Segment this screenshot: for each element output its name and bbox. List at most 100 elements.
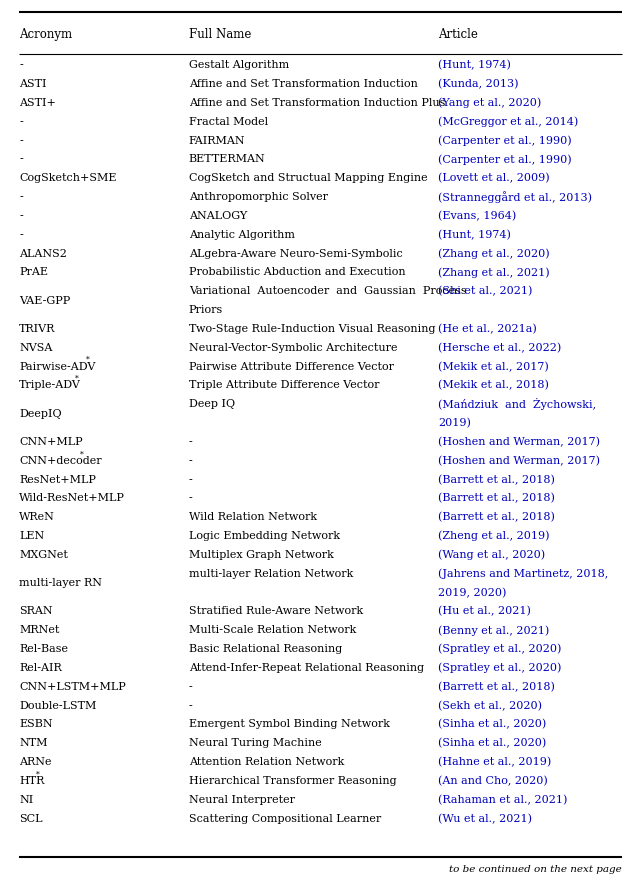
Text: ANALOGY: ANALOGY [189, 211, 247, 221]
Text: -: - [19, 192, 23, 202]
Text: -: - [19, 230, 23, 240]
Text: -: - [189, 475, 193, 484]
Text: SCL: SCL [19, 813, 43, 824]
Text: Multiplex Graph Network: Multiplex Graph Network [189, 550, 333, 560]
Text: NVSA: NVSA [19, 343, 52, 353]
Text: -: - [19, 116, 23, 127]
Text: (Stranneggård et al., 2013): (Stranneggård et al., 2013) [438, 191, 593, 203]
Text: (Carpenter et al., 1990): (Carpenter et al., 1990) [438, 135, 572, 146]
Text: 2019, 2020): 2019, 2020) [438, 587, 507, 598]
Text: MXGNet: MXGNet [19, 550, 68, 560]
Text: Fractal Model: Fractal Model [189, 116, 268, 127]
Text: Stratified Rule-Aware Network: Stratified Rule-Aware Network [189, 607, 363, 617]
Text: DeepIQ: DeepIQ [19, 408, 62, 419]
Text: *: * [75, 375, 79, 383]
Text: to be continued on the next page: to be continued on the next page [449, 865, 622, 874]
Text: multi-layer Relation Network: multi-layer Relation Network [189, 569, 353, 579]
Text: SRAN: SRAN [19, 607, 53, 617]
Text: ALgebra-Aware Neuro-Semi-Symbolic: ALgebra-Aware Neuro-Semi-Symbolic [189, 249, 403, 258]
Text: (Hu et al., 2021): (Hu et al., 2021) [438, 606, 531, 617]
Text: (Carpenter et al., 1990): (Carpenter et al., 1990) [438, 154, 572, 165]
Text: Neural Interpreter: Neural Interpreter [189, 795, 295, 804]
Text: Variational  Autoencoder  and  Gaussian  Process: Variational Autoencoder and Gaussian Pro… [189, 287, 467, 296]
Text: ResNet+MLP: ResNet+MLP [19, 475, 96, 484]
Text: Rel-Base: Rel-Base [19, 644, 68, 654]
Text: Triple-ADV: Triple-ADV [19, 380, 81, 391]
Text: TRIVR: TRIVR [19, 324, 56, 334]
Text: CNN+MLP: CNN+MLP [19, 437, 83, 447]
Text: -: - [19, 136, 23, 146]
Text: (Evans, 1964): (Evans, 1964) [438, 211, 516, 221]
Text: (Shi et al., 2021): (Shi et al., 2021) [438, 286, 532, 296]
Text: CNN+decoder: CNN+decoder [19, 456, 102, 466]
Text: VAE-GPP: VAE-GPP [19, 295, 70, 306]
Text: Rel-AIR: Rel-AIR [19, 663, 62, 673]
Text: (Hunt, 1974): (Hunt, 1974) [438, 60, 511, 71]
Text: Double-LSTM: Double-LSTM [19, 700, 97, 711]
Text: -: - [19, 154, 23, 164]
Text: -: - [189, 437, 193, 447]
Text: (Wang et al., 2020): (Wang et al., 2020) [438, 549, 545, 560]
Text: (Zhang et al., 2020): (Zhang et al., 2020) [438, 249, 550, 259]
Text: -: - [19, 60, 23, 71]
Text: -: - [189, 682, 193, 691]
Text: Attend-Infer-Repeat Relational Reasoning: Attend-Infer-Repeat Relational Reasoning [189, 663, 424, 673]
Text: (He et al., 2021a): (He et al., 2021a) [438, 324, 537, 334]
Text: (Sekh et al., 2020): (Sekh et al., 2020) [438, 700, 543, 711]
Text: CogSketch+SME: CogSketch+SME [19, 173, 116, 183]
Text: ALANS2: ALANS2 [19, 249, 67, 258]
Text: (Hoshen and Werman, 2017): (Hoshen and Werman, 2017) [438, 456, 600, 466]
Text: (Spratley et al., 2020): (Spratley et al., 2020) [438, 644, 562, 654]
Text: (Jahrens and Martinetz, 2018,: (Jahrens and Martinetz, 2018, [438, 569, 609, 579]
Text: (Hoshen and Werman, 2017): (Hoshen and Werman, 2017) [438, 437, 600, 447]
Text: Wild Relation Network: Wild Relation Network [189, 512, 317, 522]
Text: (Kunda, 2013): (Kunda, 2013) [438, 79, 519, 89]
Text: (Sinha et al., 2020): (Sinha et al., 2020) [438, 720, 547, 729]
Text: (Rahaman et al., 2021): (Rahaman et al., 2021) [438, 795, 568, 805]
Text: (Sinha et al., 2020): (Sinha et al., 2020) [438, 738, 547, 749]
Text: NI: NI [19, 795, 33, 804]
Text: (Barrett et al., 2018): (Barrett et al., 2018) [438, 493, 556, 504]
Text: Affine and Set Transformation Induction Plus: Affine and Set Transformation Induction … [189, 98, 445, 108]
Text: (Hunt, 1974): (Hunt, 1974) [438, 229, 511, 240]
Text: ARNe: ARNe [19, 757, 52, 767]
Text: Scattering Compositional Learner: Scattering Compositional Learner [189, 813, 381, 824]
Text: ASTI+: ASTI+ [19, 98, 56, 108]
Text: (Lovett et al., 2009): (Lovett et al., 2009) [438, 173, 550, 183]
Text: Wild-ResNet+MLP: Wild-ResNet+MLP [19, 493, 125, 504]
Text: Emergent Symbol Binding Network: Emergent Symbol Binding Network [189, 720, 390, 729]
Text: 2019): 2019) [438, 418, 471, 429]
Text: (Barrett et al., 2018): (Barrett et al., 2018) [438, 512, 556, 522]
Text: (Hersche et al., 2022): (Hersche et al., 2022) [438, 342, 562, 353]
Text: Priors: Priors [189, 305, 223, 315]
Text: Triple Attribute Difference Vector: Triple Attribute Difference Vector [189, 380, 380, 391]
Text: WReN: WReN [19, 512, 55, 522]
Text: (Benny et al., 2021): (Benny et al., 2021) [438, 625, 550, 636]
Text: Pairwise Attribute Difference Vector: Pairwise Attribute Difference Vector [189, 362, 394, 371]
Text: (Barrett et al., 2018): (Barrett et al., 2018) [438, 475, 556, 485]
Text: Full Name: Full Name [189, 27, 251, 41]
Text: Deep IQ: Deep IQ [189, 400, 235, 409]
Text: Logic Embedding Network: Logic Embedding Network [189, 531, 340, 542]
Text: (Zhang et al., 2021): (Zhang et al., 2021) [438, 267, 550, 278]
Text: (Spratley et al., 2020): (Spratley et al., 2020) [438, 662, 562, 673]
Text: Affine and Set Transformation Induction: Affine and Set Transformation Induction [189, 79, 418, 89]
Text: -: - [189, 493, 193, 504]
Text: Multi-Scale Relation Network: Multi-Scale Relation Network [189, 625, 356, 635]
Text: *: * [80, 450, 84, 459]
Text: NTM: NTM [19, 738, 48, 748]
Text: ASTI: ASTI [19, 79, 47, 89]
Text: (Barrett et al., 2018): (Barrett et al., 2018) [438, 682, 556, 692]
Text: Gestalt Algorithm: Gestalt Algorithm [189, 60, 289, 71]
Text: PrAE: PrAE [19, 267, 48, 278]
Text: Article: Article [438, 27, 478, 41]
Text: -: - [19, 211, 23, 221]
Text: Attention Relation Network: Attention Relation Network [189, 757, 344, 767]
Text: Acronym: Acronym [19, 27, 72, 41]
Text: MRNet: MRNet [19, 625, 60, 635]
Text: (McGreggor et al., 2014): (McGreggor et al., 2014) [438, 116, 579, 127]
Text: Neural Turing Machine: Neural Turing Machine [189, 738, 321, 748]
Text: Hierarchical Transformer Reasoning: Hierarchical Transformer Reasoning [189, 776, 396, 786]
Text: Neural-Vector-Symbolic Architecture: Neural-Vector-Symbolic Architecture [189, 343, 397, 353]
Text: (Mekik et al., 2018): (Mekik et al., 2018) [438, 380, 549, 391]
